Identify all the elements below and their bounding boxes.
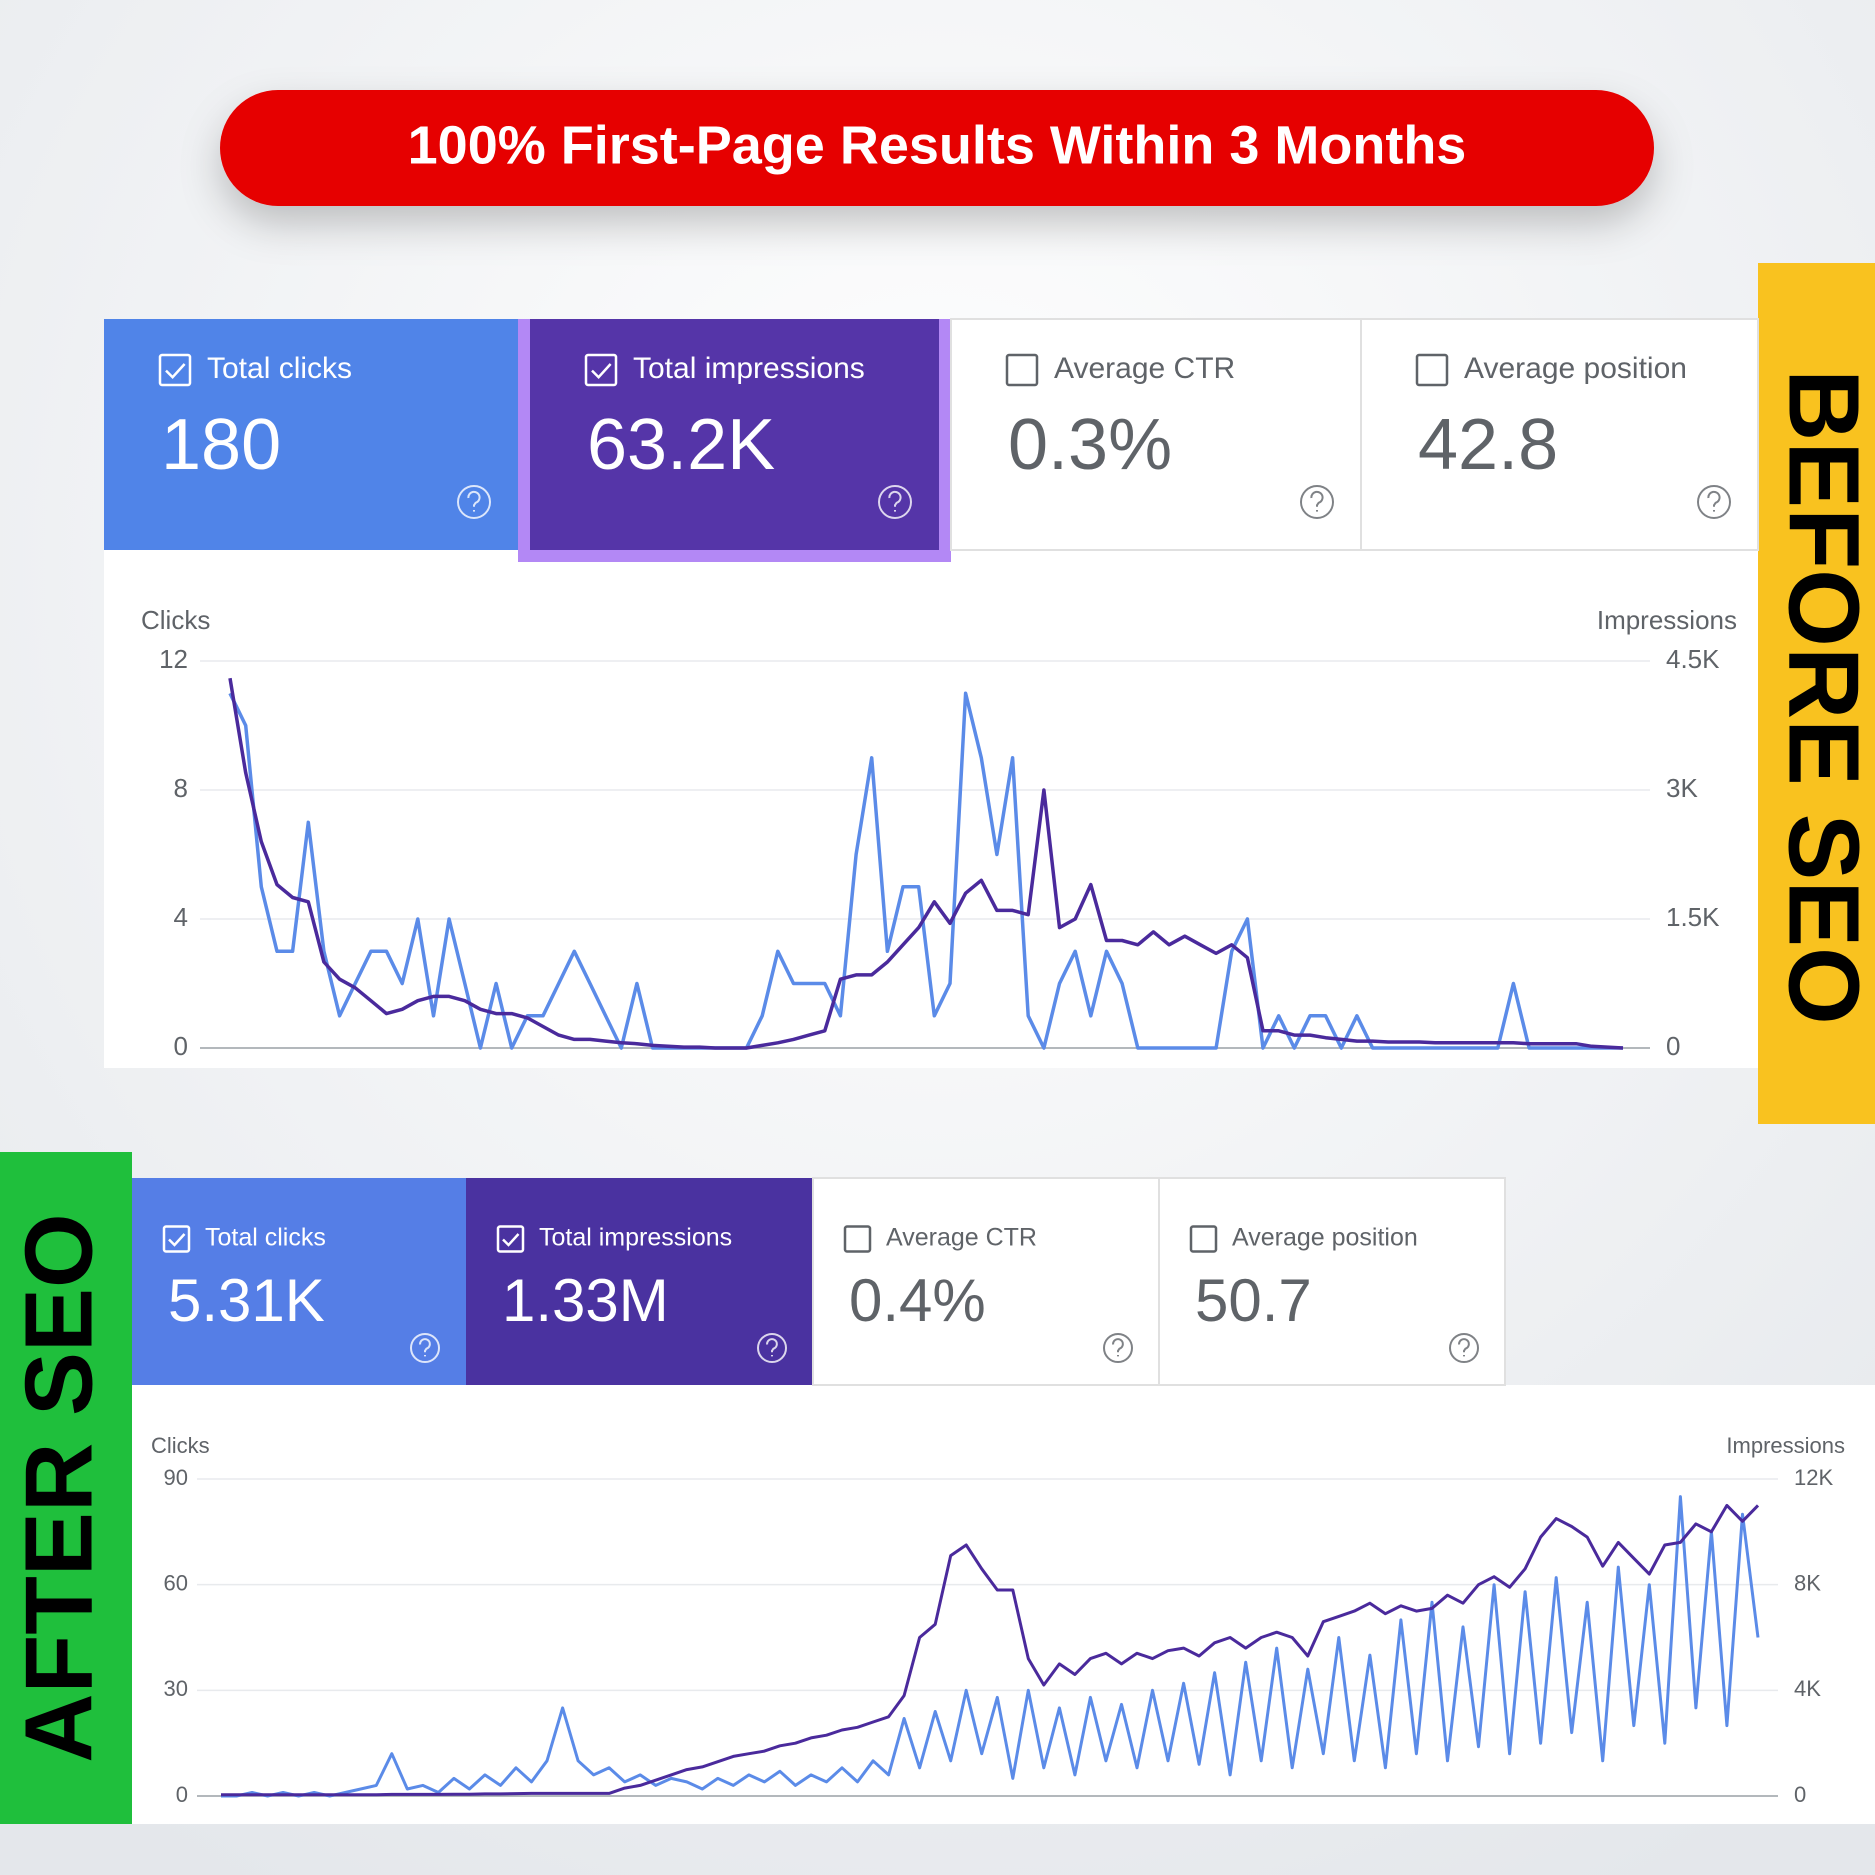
help-icon (757, 1333, 787, 1363)
y2-tick-label: 1.5K (1666, 902, 1720, 932)
help-icon-mark (467, 490, 481, 512)
after-label-bar (0, 1152, 132, 1824)
metric-value: 180 (161, 405, 281, 485)
metric-value: 0.3% (1008, 405, 1172, 485)
y2-tick-label: 4.5K (1666, 644, 1720, 674)
metric-card (104, 319, 518, 550)
checkbox (1005, 353, 1039, 387)
metric-card (812, 1177, 1160, 1386)
banner-title: 100% First-Page Results Within 3 Months (408, 115, 1467, 175)
metric-card (466, 1178, 813, 1385)
metric-card (530, 319, 939, 550)
checkbox (158, 353, 192, 387)
y2-tick-label: 4K (1794, 1676, 1821, 1701)
metric-label: Total clicks (207, 352, 352, 385)
y-axis-title: Clicks (141, 605, 210, 635)
y2-tick-label: 3K (1666, 773, 1698, 803)
help-icon-mark (1310, 490, 1324, 512)
checkbox (584, 353, 618, 387)
metric-label: Total clicks (205, 1224, 326, 1252)
metric-value: 0.4% (849, 1267, 986, 1334)
y-tick-label: 90 (164, 1465, 188, 1490)
checkbox (162, 1225, 191, 1253)
before-label: BEFORE SEO (1768, 369, 1875, 1025)
help-icon-mark (888, 490, 902, 512)
y-tick-label: 0 (174, 1031, 188, 1061)
metric-label: Average CTR (886, 1224, 1037, 1252)
y-tick-label: 4 (174, 902, 188, 932)
help-icon (457, 485, 491, 519)
help-icon (878, 485, 912, 519)
help-icon-mark (1112, 1338, 1124, 1357)
checkbox-check (591, 363, 612, 380)
before-label-bar (1758, 263, 1875, 1124)
metric-label: Average position (1464, 352, 1687, 385)
metric-card (1158, 1177, 1506, 1386)
checkbox-check (502, 1233, 520, 1247)
y-tick-label: 0 (176, 1782, 188, 1807)
help-icon-mark (1458, 1338, 1470, 1357)
y-tick-label: 30 (164, 1676, 188, 1701)
checkbox-check (165, 363, 186, 380)
y-axis-title: Clicks (151, 1433, 210, 1458)
banner (220, 90, 1654, 206)
y-tick-label: 8 (174, 773, 188, 803)
help-icon-mark (419, 1338, 431, 1357)
metric-label: Total impressions (633, 352, 865, 385)
metric-card (950, 318, 1362, 551)
checkbox (843, 1225, 872, 1253)
help-icon (1449, 1333, 1479, 1363)
metric-card (1360, 318, 1759, 551)
metric-label: Average CTR (1054, 352, 1235, 385)
metric-value: 63.2K (587, 405, 775, 485)
metric-label: Total impressions (539, 1224, 732, 1252)
y2-tick-label: 0 (1794, 1782, 1806, 1807)
help-icon-mark (1707, 490, 1721, 512)
metric-label: Average position (1232, 1224, 1418, 1252)
help-icon (410, 1333, 440, 1363)
help-icon (1103, 1333, 1133, 1363)
series-line (228, 691, 1623, 1050)
checkbox-check (168, 1233, 186, 1247)
y-tick-label: 60 (164, 1570, 188, 1595)
metric-value: 5.31K (168, 1267, 325, 1334)
y2-tick-label: 0 (1666, 1031, 1680, 1061)
series-line (228, 677, 1624, 1050)
y-tick-label: 12 (159, 644, 188, 674)
series-line (221, 1503, 1760, 1797)
y2-tick-label: 12K (1794, 1465, 1833, 1490)
metric-value: 42.8 (1418, 405, 1558, 485)
after-label: AFTER SEO (5, 1213, 112, 1762)
after-panel (132, 1385, 1875, 1824)
checkbox (1415, 353, 1449, 387)
metric-value: 1.33M (502, 1267, 669, 1334)
metric-value: 50.7 (1195, 1267, 1312, 1334)
help-icon-mark (766, 1338, 778, 1357)
checkbox (496, 1225, 525, 1253)
series-line (221, 1495, 1760, 1798)
help-icon (1300, 485, 1334, 519)
y2-tick-label: 8K (1794, 1570, 1821, 1595)
help-icon (1697, 485, 1731, 519)
y2-axis-title: Impressions (1597, 605, 1737, 635)
y2-axis-title: Impressions (1726, 1433, 1845, 1458)
checkbox (1189, 1225, 1218, 1253)
